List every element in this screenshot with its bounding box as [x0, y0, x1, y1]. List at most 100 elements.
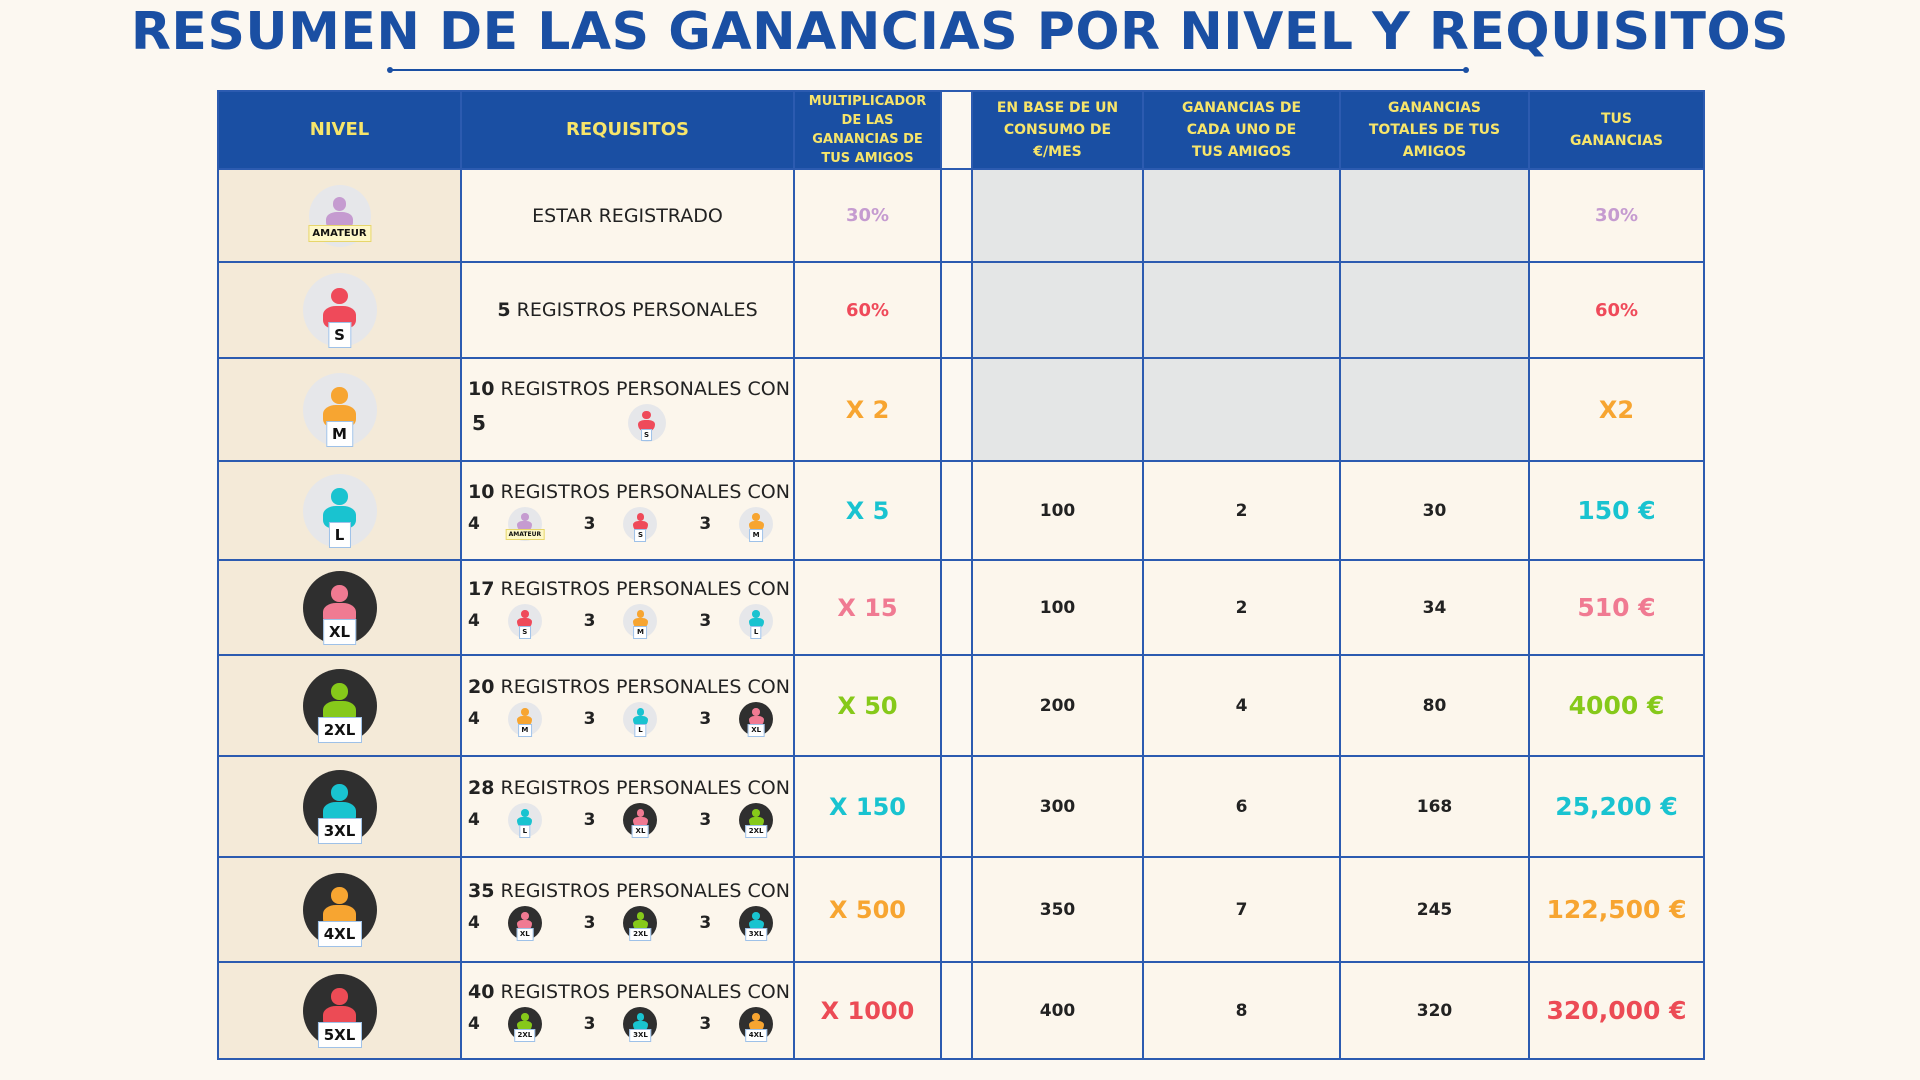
level-s-avatar-icon: S: [302, 273, 377, 348]
required-count: 3: [583, 809, 596, 830]
table-row: 4XL 35 REGISTROS PERSONALES CON 4 XL 3 2XL 3 3X…: [217, 856, 1705, 963]
spacer-cell: [940, 460, 973, 561]
spacer-cell: [940, 559, 973, 656]
requirement-label: REGISTROS PERSONALES CON: [494, 480, 790, 503]
level-s-avatar-icon: S: [627, 403, 666, 442]
requirements-cell: 10 REGISTROS PERSONALES CON 5 S: [460, 357, 795, 462]
friend-earnings-cell: 4: [1142, 654, 1341, 757]
level-cell: AMATEUR: [217, 168, 462, 263]
avatar-head: [521, 708, 529, 716]
requirement-icons: 4 XL 3 2XL 3 3XL: [468, 905, 793, 941]
level-5xl-avatar-icon: 5XL: [302, 973, 377, 1049]
required-count: 3: [583, 610, 596, 631]
level-cell: 2XL: [217, 654, 462, 757]
avatar-head: [331, 488, 348, 505]
requirements-cell: 17 REGISTROS PERSONALES CON 4 S 3 M 3 L: [460, 559, 795, 656]
avatar-level-tag: XL: [516, 927, 534, 941]
level-cell: L: [217, 460, 462, 561]
required-count: 4: [468, 708, 480, 729]
level-cell: M: [217, 357, 462, 462]
avatar-head: [752, 809, 760, 817]
avatar-level-tag: S: [640, 428, 653, 442]
requirement-label: REGISTROS PERSONALES: [510, 299, 758, 321]
level-m-avatar-icon: M: [623, 603, 658, 639]
consumo-cell: 200: [971, 654, 1144, 757]
level-l-avatar-icon: L: [739, 603, 774, 639]
avatar-head: [636, 912, 645, 920]
required-count: 3: [699, 513, 712, 534]
level-l-avatar-icon: L: [623, 701, 658, 737]
total-friends-earnings-cell: [1339, 261, 1530, 359]
total-friends-earnings-cell: 168: [1339, 755, 1530, 858]
multiplier-cell: X 5: [793, 460, 942, 561]
requirement-count: 5: [497, 299, 511, 321]
required-count: 4: [468, 1013, 480, 1034]
spacer-cell: [940, 261, 973, 359]
avatar-head: [521, 912, 529, 920]
avatar-head: [331, 585, 348, 602]
consumo-cell: [971, 357, 1144, 462]
required-count: 5: [472, 410, 486, 435]
header-consumo: EN BASE DE UN CONSUMO DE €/MES: [971, 90, 1144, 170]
requirement-count: 10: [468, 377, 495, 400]
level-cell: S: [217, 261, 462, 359]
multiplier-cell: X 150: [793, 755, 942, 858]
header-spacer: [940, 90, 973, 170]
spacer-cell: [940, 654, 973, 757]
requirement-icons: 4 AMATEUR 3 S 3 M: [468, 506, 793, 542]
table-row: 5XL 40 REGISTROS PERSONALES CON 4 2XL 3 3XL 3 4…: [217, 961, 1705, 1060]
level-l-avatar-icon: L: [302, 473, 377, 549]
friend-earnings-cell: [1142, 261, 1341, 359]
avatar-level-tag: 4XL: [317, 921, 362, 948]
avatar-head: [636, 610, 645, 618]
requirements-cell: ESTAR REGISTRADO: [460, 168, 795, 263]
avatar-body: [517, 817, 533, 828]
avatar-body: [748, 716, 764, 727]
table-row: AMATEUR ESTAR REGISTRADO 30% 30%: [217, 168, 1705, 263]
spacer-cell: [940, 168, 973, 263]
requirement-icons: 4 2XL 3 3XL 3 4XL: [468, 1006, 793, 1042]
requirement-label: REGISTROS PERSONALES CON: [494, 980, 790, 1003]
your-earnings-cell: 25,200 €: [1528, 755, 1705, 858]
avatar-level-tag: XL: [632, 824, 649, 838]
header-requisitos: REQUISITOS: [460, 90, 795, 170]
friend-earnings-cell: 2: [1142, 559, 1341, 656]
level-cell: XL: [217, 559, 462, 656]
level-2xl-avatar-icon: 2XL: [623, 905, 658, 941]
avatar-body: [517, 521, 533, 532]
level-xl-avatar-icon: XL: [623, 802, 658, 838]
your-earnings-cell: 60%: [1528, 261, 1705, 359]
friend-earnings-cell: 2: [1142, 460, 1341, 561]
avatar-level-tag: 5XL: [317, 1022, 362, 1049]
level-2xl-avatar-icon: 2XL: [739, 802, 774, 838]
requirement-label: REGISTROS PERSONALES CON: [494, 675, 790, 698]
avatar-head: [521, 610, 529, 618]
avatar-level-tag: 2XL: [514, 1028, 536, 1042]
requirement-count: 20: [468, 675, 495, 698]
multiplier-cell: X 50: [793, 654, 942, 757]
avatar-level-tag: 3XL: [317, 818, 362, 845]
requirement-icons: 4 L 3 XL 3 2XL: [468, 802, 793, 838]
requirement-icons: 4 S 3 M 3 L: [468, 603, 793, 639]
avatar-level-tag: 3XL: [745, 927, 767, 941]
requirement-text: 10 REGISTROS PERSONALES CON: [468, 481, 793, 503]
avatar-head: [752, 1013, 760, 1021]
total-friends-earnings-cell: 245: [1339, 856, 1530, 963]
avatar-body: [633, 817, 648, 828]
level-m-avatar-icon: M: [302, 372, 377, 448]
level-2xl-avatar-icon: 2XL: [507, 1006, 542, 1042]
multiplier-cell: X 500: [793, 856, 942, 963]
avatar-level-tag: XL: [747, 723, 765, 737]
avatar-head: [521, 513, 529, 521]
table-row: L 10 REGISTROS PERSONALES CON 4 AMATEUR 3 S 3 M…: [217, 460, 1705, 561]
requirement-text: 5 REGISTROS PERSONALES: [462, 299, 793, 321]
avatar-body: [633, 521, 648, 532]
avatar-head: [331, 988, 348, 1005]
avatar-body: [517, 920, 533, 931]
avatar-head: [636, 809, 645, 817]
required-count: 3: [583, 912, 596, 933]
header-nivel: NIVEL: [217, 90, 462, 170]
multiplier-cell: X 1000: [793, 961, 942, 1060]
requirement-label: REGISTROS PERSONALES CON: [494, 377, 790, 400]
